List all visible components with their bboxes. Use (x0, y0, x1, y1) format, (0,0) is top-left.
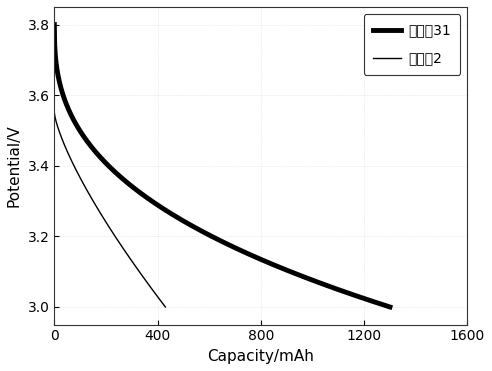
Legend: 实施例31, 对比例2: 实施例31, 对比例2 (364, 14, 461, 75)
X-axis label: Capacity/mAh: Capacity/mAh (208, 349, 314, 364)
Y-axis label: Potential/V: Potential/V (7, 125, 22, 207)
